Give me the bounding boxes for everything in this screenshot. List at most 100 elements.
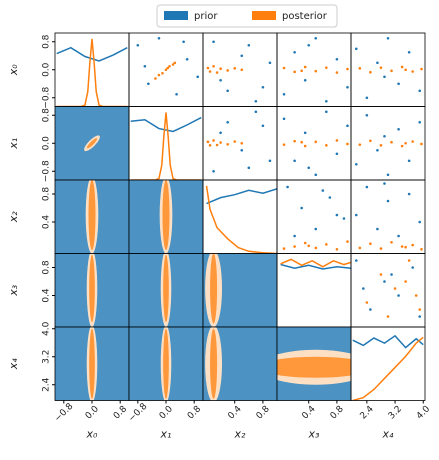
scatter-point [175,92,178,96]
panel-frame [202,179,278,254]
x-tick-label: 0.0 [84,404,101,421]
x-axis-label: x₄ [382,428,395,441]
scatter-point [254,110,258,114]
panel [136,36,200,96]
scatter-point [369,242,372,245]
scatter-point [247,166,251,170]
density-line [206,188,277,205]
panel [55,180,129,254]
scatter-point [293,245,296,248]
scatter-point [397,127,400,131]
scatter-point [261,85,265,89]
panel [130,112,202,180]
y-tick-label: 2.4 [42,377,52,392]
density-line [280,258,351,268]
x-tick-label: 0.8 [329,404,346,421]
scatter-point [386,315,390,318]
posterior-contour [86,138,98,149]
scatter-point [215,71,219,74]
scatter-point [411,243,414,247]
y-tick-label: −0.8 [42,87,52,109]
scatter-point [157,73,161,77]
panel [282,110,349,177]
scatter-point [293,139,296,143]
scatter-point [303,144,307,148]
y-axis-label: x₁ [7,138,20,150]
density-line [130,112,202,180]
scatter-point [293,50,296,54]
scatter-point [407,259,411,262]
scatter-point [226,143,229,146]
scatter-point [307,244,311,248]
scatter-point [346,142,349,146]
panel [56,38,128,107]
scatter-point [325,66,328,69]
panel [55,106,129,180]
scatter-point [407,50,411,54]
x-tick-label: −0.8 [127,401,150,424]
scatter-point [282,117,286,121]
scatter-point [365,96,369,100]
panel [282,185,349,251]
scatter-point [386,36,390,40]
y-tick-label: 0.8 [42,260,52,275]
scatter-point [254,99,258,103]
panel-frame [276,106,352,181]
panel [354,113,423,177]
density-line [280,263,351,270]
scatter-point [418,89,422,93]
scatter-point [325,144,328,147]
scatter-point [418,120,422,124]
scatter-point [247,43,251,47]
panel-frame [202,32,278,107]
scatter-point [354,259,358,262]
panel [277,327,351,401]
scatter-point [212,169,215,173]
scatter-point [233,140,237,143]
y-tick-label: 0.4 [42,288,52,303]
density-line [205,185,277,254]
y-axis-label: x₀ [7,64,20,77]
scatter-point [143,64,147,68]
panel [280,258,351,270]
scatter-point [325,99,328,103]
scatter-point [379,144,383,147]
scatter-point [390,241,393,244]
scatter-point [397,234,400,238]
x-axis-label: x₃ [308,428,321,441]
y-tick-label: −0.8 [42,160,52,182]
scatter-point [314,36,318,40]
x-tick-label: 2.4 [359,404,376,421]
scatter-point [321,189,325,192]
scatter-point [293,159,296,163]
scatter-point [400,144,404,148]
density-line [130,116,202,133]
scatter-point [390,273,393,276]
scatter-point [240,148,244,152]
panel [203,253,277,327]
posterior-contour [89,328,95,399]
scatter-point [335,139,339,142]
scatter-point [400,245,404,248]
scatter-point [420,142,423,146]
legend-label: prior [194,11,218,22]
scatter-point [369,308,372,311]
scatter-point [420,248,423,251]
scatter-point [314,173,318,177]
scatter-point [206,140,210,144]
scatter-point [365,301,369,304]
scatter-point [282,143,286,146]
scatter-point [411,140,414,143]
scatter-point [346,240,349,243]
scatter-point [208,70,212,73]
scatter-point [212,139,215,142]
density-line [56,46,128,62]
scatter-point [215,143,219,147]
scatter-point [303,131,307,135]
scatter-point [161,71,164,75]
posterior-contour [277,356,351,378]
scatter-point [282,247,286,250]
scatter-point [282,92,286,96]
scatter-point [411,70,414,73]
scatter-point [314,246,318,250]
